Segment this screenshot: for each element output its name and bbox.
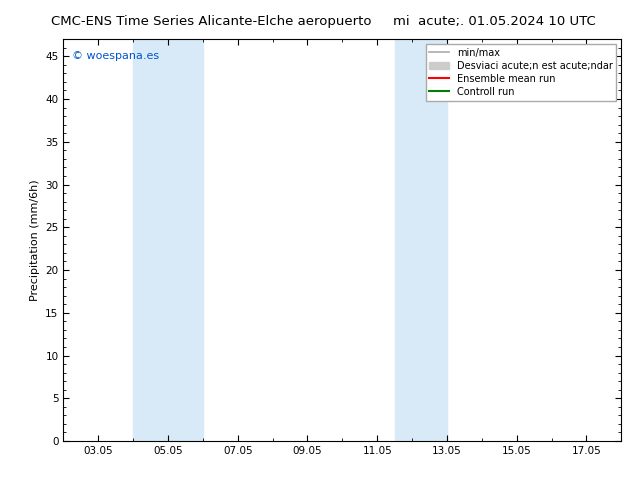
Text: © woespana.es: © woespana.es (72, 51, 159, 61)
Y-axis label: Precipitation (mm/6h): Precipitation (mm/6h) (30, 179, 40, 301)
Legend: min/max, Desviaci acute;n est acute;ndar, Ensemble mean run, Controll run: min/max, Desviaci acute;n est acute;ndar… (425, 44, 616, 100)
Text: mi  acute;. 01.05.2024 10 UTC: mi acute;. 01.05.2024 10 UTC (393, 15, 596, 28)
Text: CMC-ENS Time Series Alicante-Elche aeropuerto: CMC-ENS Time Series Alicante-Elche aerop… (51, 15, 372, 28)
Bar (133, 39, 203, 441)
Bar (394, 39, 447, 441)
